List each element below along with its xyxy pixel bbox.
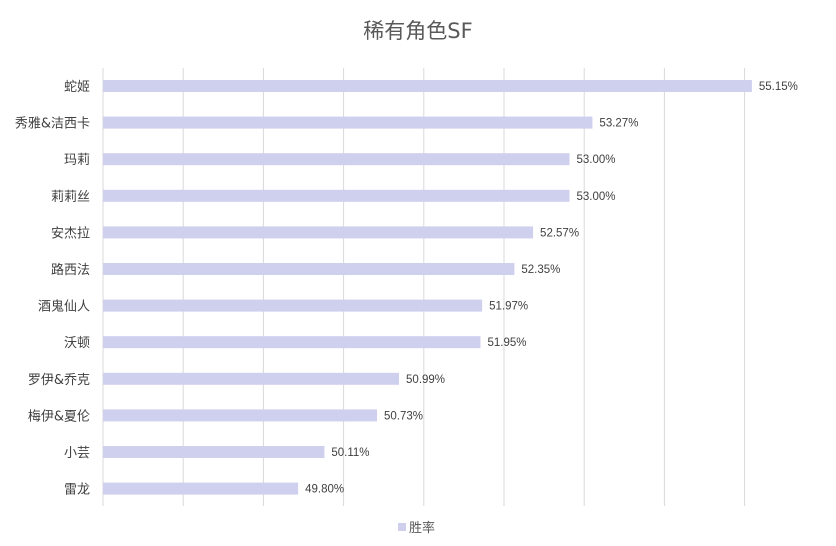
data-label: 51.97% (489, 301, 528, 313)
bars (103, 80, 752, 495)
category-label: 罗伊&乔克 (28, 373, 90, 388)
bar (103, 409, 377, 422)
category-label: 雷龙 (64, 483, 90, 498)
category-label: 路西法 (51, 262, 90, 278)
bar (103, 263, 515, 275)
bar (103, 153, 570, 166)
data-label: 49.80% (305, 484, 344, 496)
category-label: 秀雅&洁西卡 (15, 117, 90, 132)
data-label: 52.35% (521, 264, 560, 276)
bar (103, 189, 570, 202)
category-label: 小芸 (64, 445, 90, 461)
bar (103, 446, 325, 458)
data-labels: 55.15% 53.27% 53.00% 53.00% 52.57% 52.35% 51.9… (305, 81, 798, 496)
category-label: 玛莉 (64, 153, 90, 168)
data-label: 52.57% (540, 227, 579, 239)
bar (103, 116, 593, 129)
data-label: 50.99% (406, 374, 445, 386)
bar (103, 372, 400, 385)
bar (103, 80, 752, 92)
legend: 胜率 (398, 520, 435, 536)
category-label: 沃顿 (64, 336, 90, 351)
chart-title: 稀有角色SF (363, 19, 472, 43)
bar (103, 336, 481, 349)
data-label: 50.73% (384, 410, 423, 422)
category-label: 梅伊&夏伦 (28, 409, 90, 424)
category-label: 莉莉丝 (51, 190, 90, 205)
data-label: 55.15% (759, 81, 798, 93)
gridlines (102, 68, 746, 506)
category-label: 酒鬼仙人 (38, 299, 90, 315)
legend-label: 胜率 (409, 520, 435, 536)
data-label: 53.00% (577, 154, 616, 166)
data-label: 53.27% (599, 118, 638, 130)
bar (103, 482, 299, 495)
data-label: 51.95% (487, 337, 526, 349)
data-label: 50.11% (331, 447, 369, 459)
bar (103, 299, 483, 312)
category-label: 安杰拉 (51, 226, 90, 241)
data-label: 53.00% (577, 191, 616, 203)
legend-swatch (398, 523, 406, 531)
bar (103, 226, 534, 239)
category-label: 蛇姬 (64, 80, 90, 95)
